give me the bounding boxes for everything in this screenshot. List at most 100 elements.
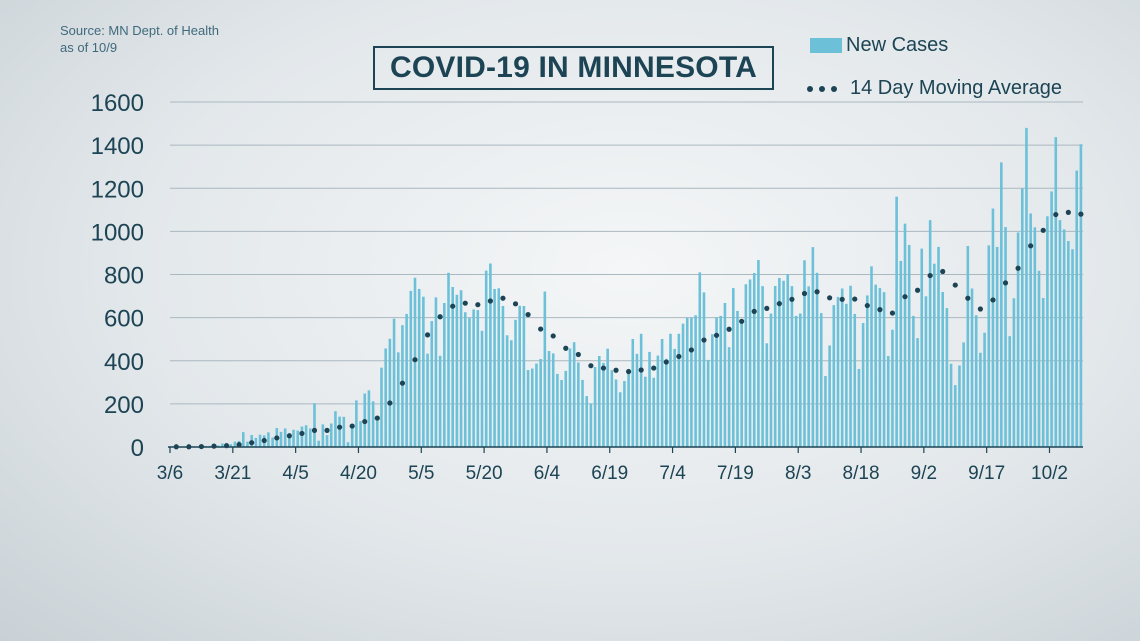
case-bar: [870, 266, 873, 447]
case-bar: [535, 363, 538, 447]
average-point: [776, 301, 782, 307]
average-point: [1040, 227, 1046, 233]
case-bar: [493, 288, 496, 447]
case-bar: [551, 353, 555, 447]
case-bar: [455, 294, 459, 447]
legend-new-cases-label: New Cases: [846, 34, 949, 56]
average-point: [236, 442, 242, 448]
average-point: [550, 333, 556, 339]
case-bar: [1037, 270, 1041, 447]
x-tick-label: 6/19: [591, 463, 628, 484]
average-point: [751, 308, 757, 314]
case-bar: [778, 277, 781, 447]
average-point: [563, 345, 569, 351]
case-bar: [283, 428, 287, 447]
case-bar: [1012, 298, 1016, 447]
average-point: [1078, 211, 1084, 217]
average-point: [625, 368, 632, 375]
case-bar: [309, 428, 312, 447]
average-point: [1053, 211, 1059, 218]
average-point: [424, 332, 431, 338]
case-bar: [878, 288, 882, 447]
case-bar: [359, 421, 362, 447]
case-bar: [346, 442, 350, 447]
case-bar: [1020, 188, 1024, 447]
case-bar: [539, 359, 542, 447]
case-bar: [476, 310, 480, 447]
case-bar: [723, 302, 727, 447]
average-point: [286, 433, 292, 439]
case-bar: [719, 315, 723, 447]
case-bar: [355, 400, 358, 447]
case-bar: [644, 376, 647, 447]
average-point: [764, 305, 770, 311]
case-bar: [711, 334, 714, 447]
average-point: [324, 427, 330, 433]
case-bar: [530, 368, 534, 447]
case-bar: [677, 333, 681, 447]
case-bar: [480, 330, 484, 447]
average-point: [525, 312, 531, 318]
case-bar: [577, 362, 580, 447]
case-bar: [233, 441, 237, 447]
case-bar: [853, 313, 857, 447]
case-bar: [610, 370, 614, 447]
case-bar: [430, 321, 434, 447]
average-point: [437, 314, 443, 320]
case-bar: [472, 309, 475, 447]
case-bar: [664, 358, 668, 447]
average-point: [990, 297, 996, 303]
x-tick-label: 8/18: [843, 463, 880, 484]
case-bar: [807, 286, 810, 447]
case-bar: [510, 340, 513, 447]
case-bar: [861, 323, 865, 447]
average-point: [713, 332, 720, 338]
case-bar: [501, 305, 505, 447]
case-bar: [857, 368, 861, 447]
case-bar: [740, 321, 743, 447]
case-bar: [799, 313, 802, 447]
case-bar: [916, 338, 919, 447]
y-tick-label: 400: [104, 349, 144, 376]
case-bar: [459, 290, 463, 447]
source-note: Source: MN Dept. of Health as of 10/9: [60, 22, 219, 56]
case-bar: [627, 371, 630, 447]
case-bar: [824, 376, 827, 447]
case-bar: [564, 370, 568, 447]
average-point: [676, 353, 682, 360]
average-point: [249, 440, 255, 446]
case-bar: [1050, 191, 1053, 447]
average-point: [877, 307, 883, 313]
average-point: [538, 326, 544, 332]
case-bar: [618, 392, 622, 447]
case-bar: [585, 396, 589, 447]
average-point: [374, 415, 380, 421]
average-point: [450, 303, 456, 309]
case-bar: [1067, 241, 1070, 447]
case-bar: [350, 424, 354, 447]
case-bar: [451, 287, 454, 447]
case-bar: [694, 315, 697, 447]
average-point: [726, 326, 732, 332]
case-bar: [568, 348, 572, 447]
case-bar: [367, 390, 371, 447]
case-bar: [463, 312, 467, 447]
average-point: [839, 296, 845, 302]
x-tick-label: 7/19: [717, 463, 754, 484]
case-bar: [685, 317, 689, 447]
case-bar: [518, 305, 522, 447]
case-bar: [505, 335, 509, 447]
case-bar: [426, 353, 429, 447]
x-tick-label: 8/3: [785, 463, 811, 484]
case-bar: [895, 196, 898, 447]
case-bar: [522, 305, 526, 447]
case-bar: [241, 432, 245, 447]
case-bar: [376, 420, 379, 447]
case-bar: [933, 263, 936, 447]
average-point: [701, 337, 707, 343]
case-bar: [317, 440, 320, 447]
case-bar: [715, 317, 718, 447]
case-bar: [1000, 162, 1003, 447]
case-bar: [229, 444, 233, 447]
bar-swatch-icon: [810, 38, 842, 53]
